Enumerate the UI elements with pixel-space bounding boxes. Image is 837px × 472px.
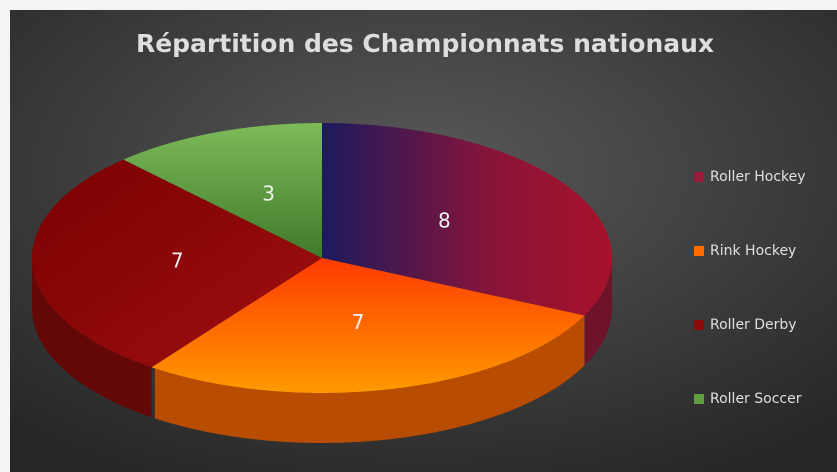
chart-title: Répartition des Championnats nationaux <box>136 29 714 58</box>
pie-side <box>32 258 152 418</box>
pie-slice <box>32 159 322 368</box>
pie-side <box>584 258 612 366</box>
pie-slice <box>151 258 585 393</box>
legend-label: Roller Derby <box>710 317 797 333</box>
pie-slice <box>322 123 612 316</box>
data-label: 3 <box>262 182 275 206</box>
legend-swatch <box>694 394 704 404</box>
legend-swatch <box>694 246 704 256</box>
legend-swatch <box>694 172 704 182</box>
legend-label: Roller Hockey <box>710 169 806 185</box>
data-label: 7 <box>352 310 365 334</box>
data-label: 7 <box>171 249 184 273</box>
legend-swatch <box>694 320 704 330</box>
pie-side <box>154 315 585 443</box>
data-label: 8 <box>438 208 451 232</box>
pie-slice <box>123 123 322 258</box>
legend-label: Rink Hockey <box>710 243 796 259</box>
legend-label: Roller Soccer <box>710 391 802 407</box>
